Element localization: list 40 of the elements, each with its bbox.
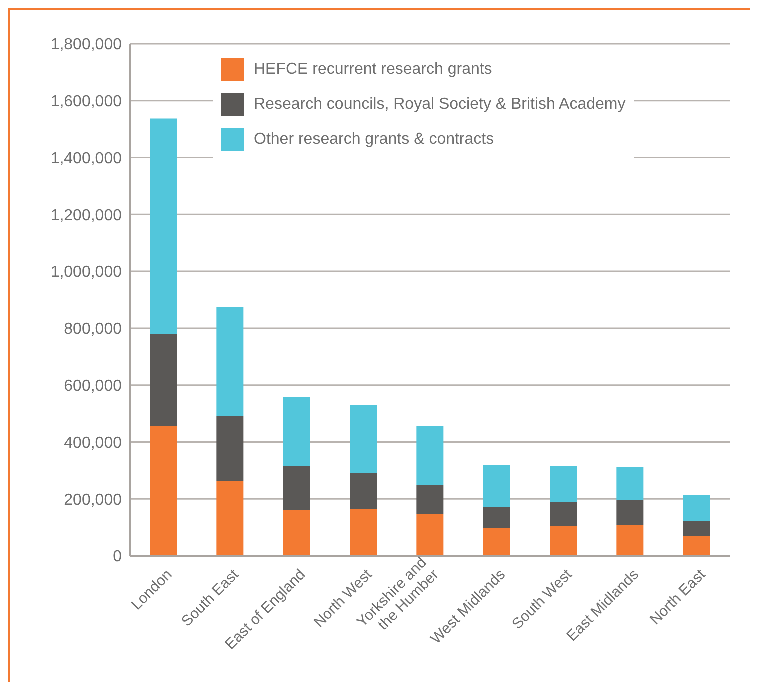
y-tick-label: 1,200,000 xyxy=(50,207,122,224)
y-tick-label: 1,800,000 xyxy=(50,36,122,54)
bar xyxy=(616,500,644,525)
bar xyxy=(150,334,177,426)
y-tick-label: 400,000 xyxy=(64,434,122,452)
y-tick-label: 800,000 xyxy=(64,321,122,338)
bar xyxy=(683,536,710,556)
bar xyxy=(483,528,510,556)
bar xyxy=(283,466,310,510)
bar xyxy=(350,405,377,474)
y-tick-label: 200,000 xyxy=(64,492,122,509)
bar xyxy=(416,485,444,514)
bar xyxy=(283,397,310,466)
bar xyxy=(550,466,577,502)
legend-label: HEFCE recurrent research grants xyxy=(254,60,492,78)
bar xyxy=(683,521,710,536)
bar xyxy=(150,426,177,556)
bar xyxy=(616,524,644,556)
y-tick-label: 1,000,000 xyxy=(50,264,122,282)
legend-label: Research councils, Royal Society & British Academy xyxy=(254,96,626,114)
bar xyxy=(283,510,310,556)
bar xyxy=(683,495,710,522)
bar xyxy=(350,509,377,556)
bar xyxy=(216,307,244,416)
y-tick-label: 0 xyxy=(113,548,122,566)
bar xyxy=(416,514,444,556)
bar xyxy=(616,467,644,500)
bar xyxy=(483,465,510,508)
bar xyxy=(216,481,244,556)
legend-label: Other research grants & contracts xyxy=(254,130,494,148)
bar xyxy=(150,118,177,334)
bar xyxy=(483,507,510,528)
bar xyxy=(216,416,244,482)
y-tick-label: 1,600,000 xyxy=(50,94,122,111)
bar xyxy=(416,426,444,486)
y-tick-label: 1,400,000 xyxy=(50,150,122,168)
bar xyxy=(550,502,577,526)
y-tick-label: 600,000 xyxy=(64,378,122,396)
bar xyxy=(550,526,577,556)
bar xyxy=(350,473,377,510)
